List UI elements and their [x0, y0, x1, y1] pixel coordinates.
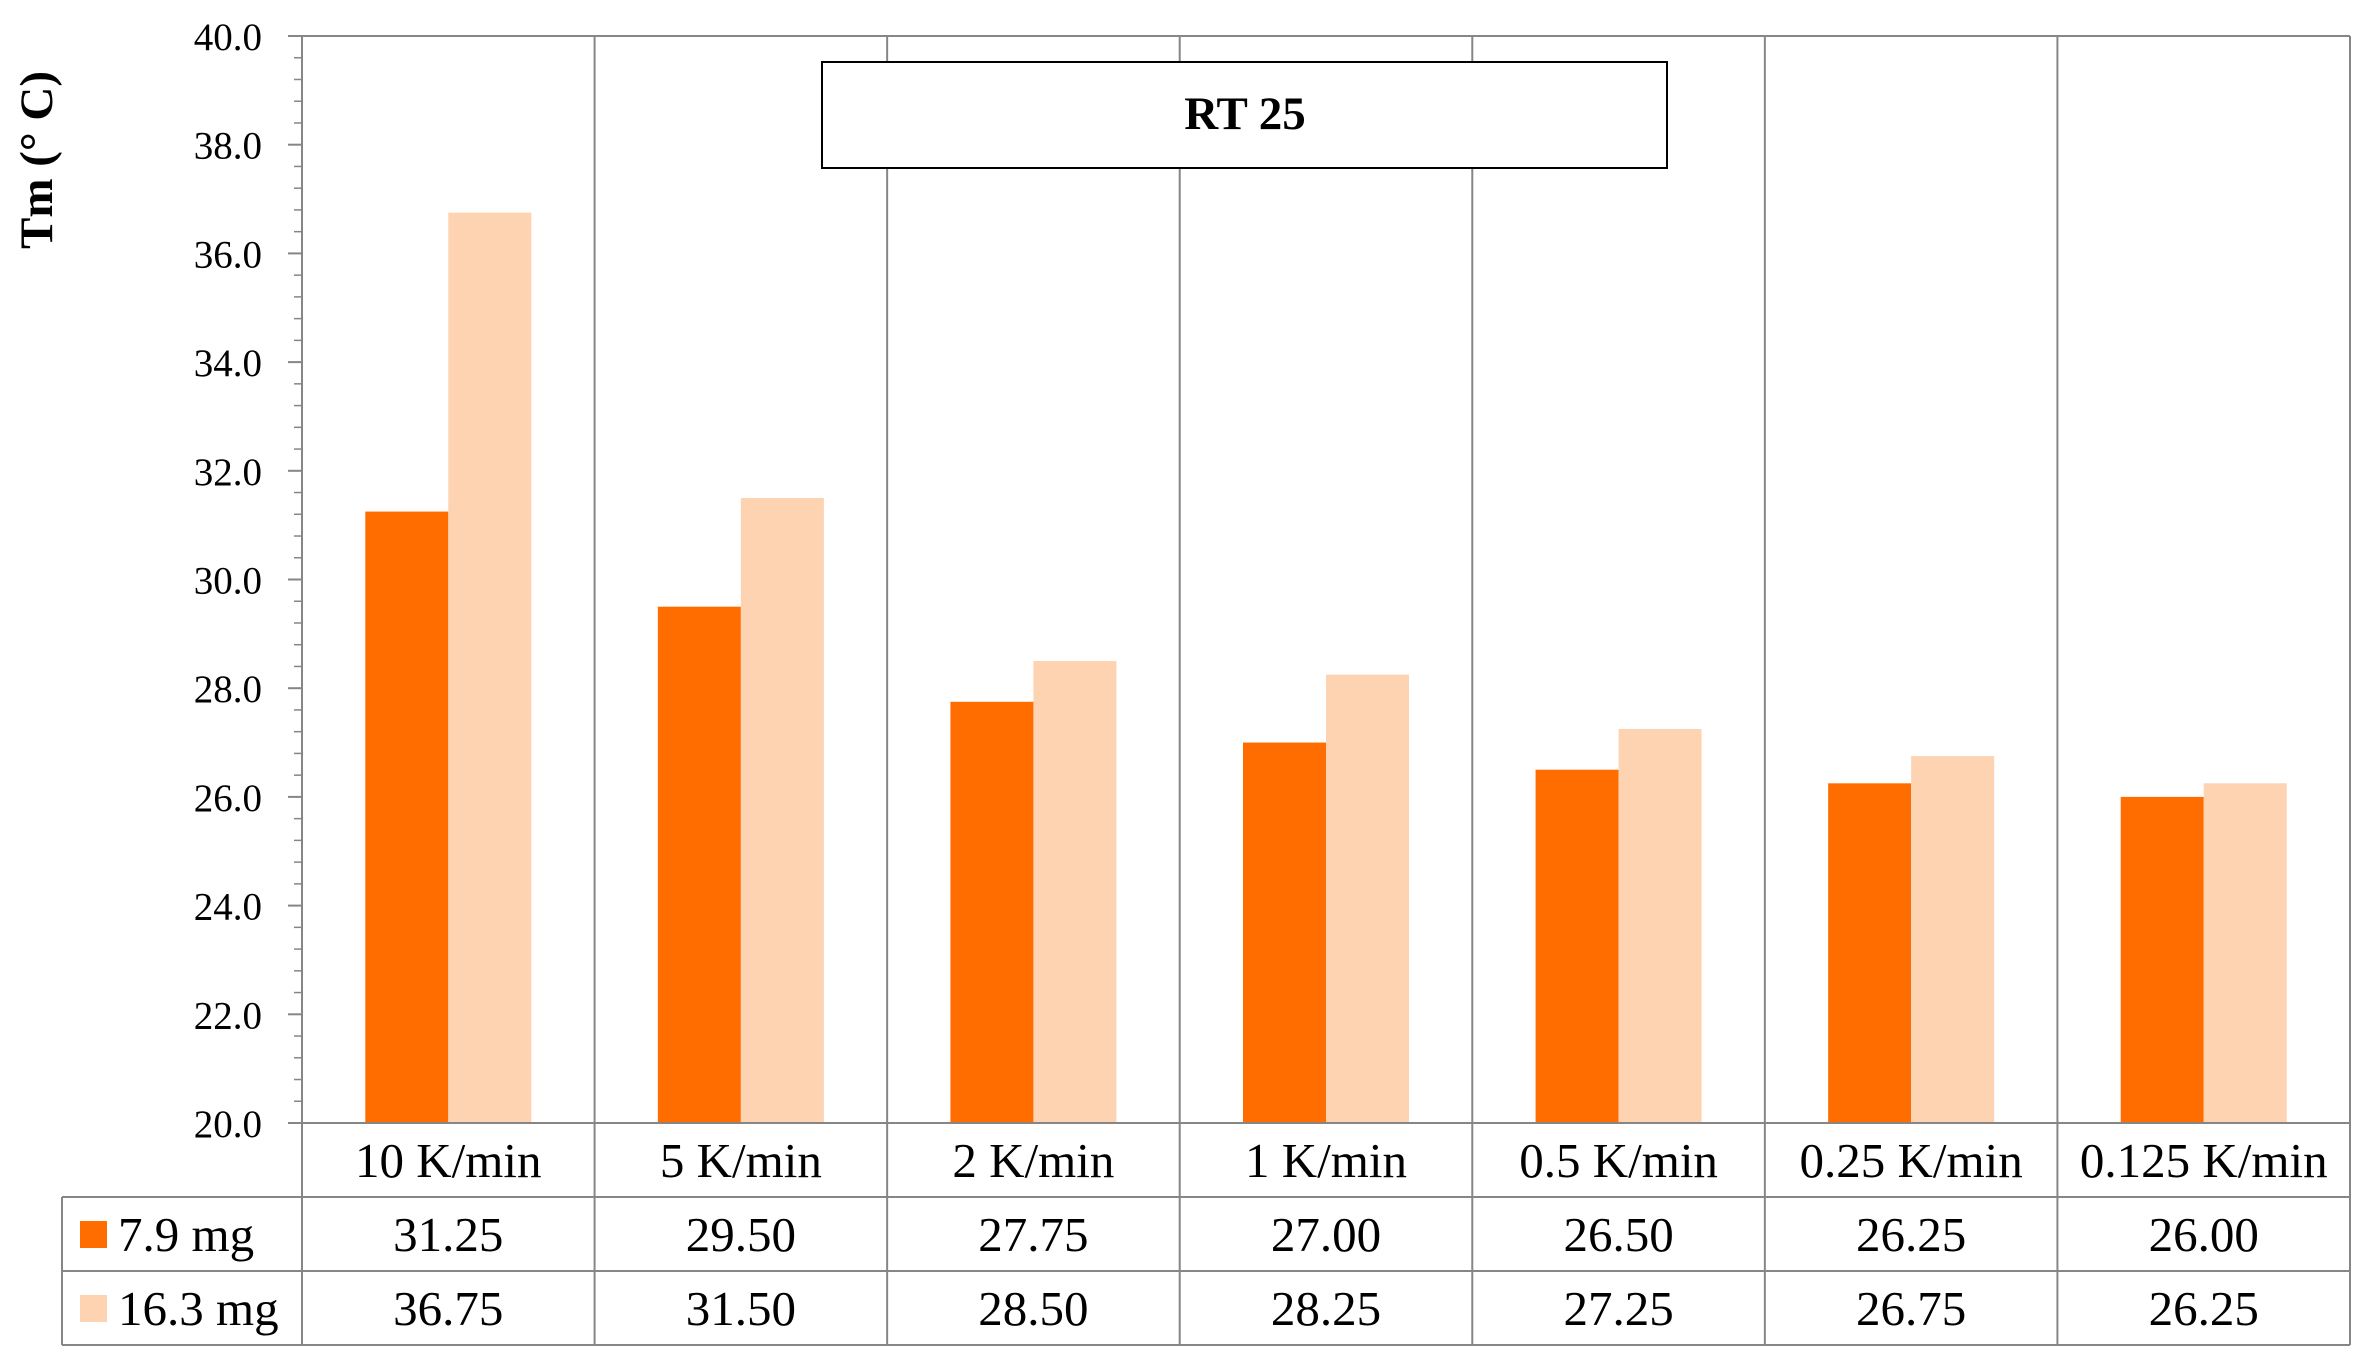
- bar-series-2: [2203, 783, 2287, 1123]
- y-tick-label: 40.0: [194, 16, 262, 59]
- y-tick-label: 34.0: [194, 342, 262, 385]
- category-label: 0.125 K/min: [2080, 1133, 2328, 1188]
- table-value-series-2: 31.50: [686, 1281, 796, 1336]
- bar-series-2: [1618, 728, 1702, 1123]
- category-label: 10 K/min: [355, 1133, 541, 1188]
- category-label: 1 K/min: [1245, 1133, 1407, 1188]
- y-tick-label: 24.0: [194, 886, 262, 929]
- table-value-series-2: 36.75: [393, 1281, 503, 1336]
- table-value-series-2: 27.25: [1563, 1281, 1673, 1336]
- y-tick-label: 38.0: [194, 125, 262, 168]
- bar-series-1: [1243, 742, 1326, 1123]
- legend-swatch-series-1: [80, 1221, 107, 1248]
- table-value-series-2: 26.25: [2149, 1281, 2259, 1336]
- table-value-series-2: 28.25: [1271, 1281, 1381, 1336]
- category-label: 0.5 K/min: [1519, 1133, 1718, 1188]
- bar-series-2: [1911, 756, 1995, 1123]
- legend-label-series-1: 7.9 mg: [118, 1207, 254, 1262]
- bar-series-2: [1326, 674, 1409, 1123]
- data-table: 10 K/min 5 K/min 2 K/min 1 K/min 0.5 K/min 0.…: [61, 1122, 2351, 1346]
- bar-series-1: [950, 701, 1034, 1123]
- grid-layer: [302, 35, 2351, 1123]
- category-label: 2 K/min: [952, 1133, 1114, 1188]
- bar-series-1: [657, 606, 741, 1123]
- y-tick-label: 32.0: [194, 451, 262, 494]
- bar-series-1: [1828, 783, 1912, 1123]
- y-tick-label: 28.0: [194, 668, 262, 711]
- bars-layer: [365, 212, 2287, 1124]
- table-value-series-1: 26.25: [1856, 1207, 1966, 1262]
- table-value-series-2: 28.50: [978, 1281, 1088, 1336]
- y-tick-label: 36.0: [194, 233, 262, 276]
- legend-swatch-series-2: [80, 1295, 107, 1322]
- table-value-series-1: 29.50: [686, 1207, 796, 1262]
- y-axis-label: Tm (° C): [11, 71, 63, 249]
- axis-layer: 20.0 22.0 24.0 26.0 28.0 30.0 32.0 34.0 36.0 38.0…: [194, 16, 303, 1146]
- bar-series-1: [365, 511, 449, 1123]
- bar-series-1: [2120, 796, 2204, 1123]
- bar-series-1: [1535, 769, 1619, 1123]
- table-value-series-2: 26.75: [1856, 1281, 1966, 1336]
- table-value-series-1: 27.75: [978, 1207, 1088, 1262]
- y-tick-label: 26.0: [194, 777, 262, 820]
- table-value-series-1: 26.00: [2149, 1207, 2259, 1262]
- y-tick-label: 20.0: [194, 1103, 262, 1146]
- table-value-series-1: 26.50: [1563, 1207, 1673, 1262]
- chart-title: RT 25: [1184, 88, 1306, 140]
- legend-label-series-2: 16.3 mg: [118, 1281, 279, 1336]
- y-tick-label: 30.0: [194, 560, 262, 603]
- category-label: 5 K/min: [660, 1133, 822, 1188]
- bar-series-2: [740, 497, 824, 1124]
- y-tick-label: 22.0: [194, 994, 262, 1037]
- table-value-series-1: 31.25: [393, 1207, 503, 1262]
- bar-series-2: [448, 212, 532, 1123]
- chart-title-box: RT 25: [821, 61, 1668, 169]
- table-value-series-1: 27.00: [1271, 1207, 1381, 1262]
- category-label: 0.25 K/min: [1800, 1133, 2023, 1188]
- bar-series-2: [1033, 661, 1117, 1123]
